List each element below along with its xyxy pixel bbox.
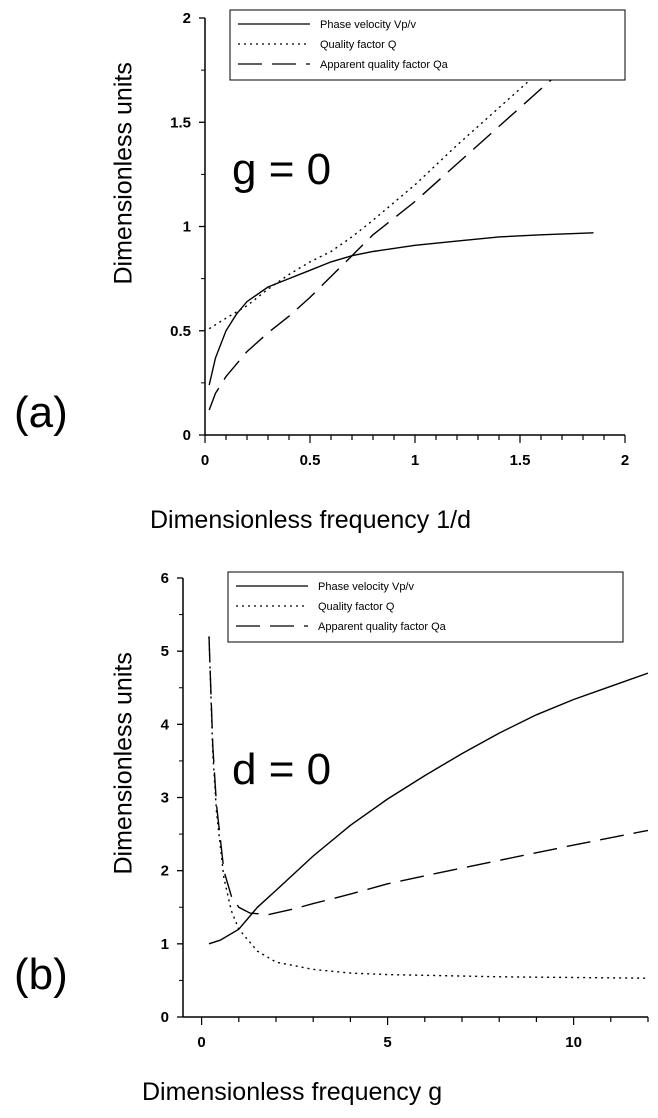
chart-a-svg: 0 0.5 1 1.5 2 0 0.5 1 1.5 2 Phase velocity Vp/v Qua… (170, 9, 629, 469)
y-tick-label: 1 (161, 936, 169, 953)
x-tick-label: 2 (621, 452, 629, 469)
y-tick-label: 0 (183, 427, 191, 444)
y-tick-label: 0 (161, 1009, 169, 1026)
y-tick-label: 2 (183, 10, 191, 27)
y-tick-label: 2 (161, 863, 169, 880)
series-line-dashed (208, 636, 649, 916)
panel-a-label: (a) (14, 388, 68, 437)
legend-label: Phase velocity Vp/v (320, 19, 416, 31)
legend-label: Quality factor Q (318, 601, 395, 613)
chart-a-annotation: g = 0 (232, 145, 332, 194)
series-line-solid (208, 672, 649, 945)
legend-label: Quality factor Q (320, 39, 397, 51)
x-tick-label: 0 (197, 1034, 205, 1051)
legend-box (229, 9, 626, 81)
panel-b: 0 1 2 3 4 5 6 0 5 10 Phase velocity Vp/v Quality fa… (0, 560, 658, 1118)
chart-a-xlabel: Dimensionless frequency 1/d (150, 506, 471, 534)
y-tick-label: 6 (161, 570, 169, 587)
y-tick-label: 3 (161, 790, 169, 807)
legend-label: Apparent quality factor Qa (318, 621, 447, 633)
series-line-dotted (208, 19, 594, 330)
x-tick-label: 5 (383, 1034, 391, 1051)
chart-b-annotation: d = 0 (232, 745, 332, 794)
y-tick-label: 4 (161, 716, 170, 733)
chart-b-svg: 0 1 2 3 4 5 6 0 5 10 Phase velocity Vp/v Quality fa… (161, 570, 649, 1051)
x-tick-label: 0 (201, 452, 209, 469)
x-tick-label: 1 (411, 452, 419, 469)
y-tick-label: 1.5 (170, 114, 191, 131)
chart-b-xlabel: Dimensionless frequency g (142, 1078, 443, 1106)
series-line-solid (208, 232, 594, 386)
legend-box (227, 571, 624, 643)
x-tick-label: 10 (565, 1034, 582, 1051)
panel-a: 0 0.5 1 1.5 2 0 0.5 1 1.5 2 Phase velocity Vp/v Qua… (0, 0, 658, 545)
legend-label: Phase velocity Vp/v (318, 581, 414, 593)
chart-a-ylabel: Dimensionless units (109, 62, 138, 285)
y-tick-label: 5 (161, 643, 169, 660)
y-tick-label: 0.5 (170, 323, 191, 340)
series-line-dotted (208, 636, 649, 979)
x-tick-label: 0.5 (300, 452, 321, 469)
legend-label: Apparent quality factor Qa (320, 59, 449, 71)
panel-b-label: (b) (14, 950, 68, 999)
chart-b-ylabel: Dimensionless units (109, 652, 138, 875)
series-line-dashed (208, 42, 594, 411)
x-tick-label: 1.5 (510, 452, 531, 469)
y-tick-label: 1 (183, 219, 191, 236)
